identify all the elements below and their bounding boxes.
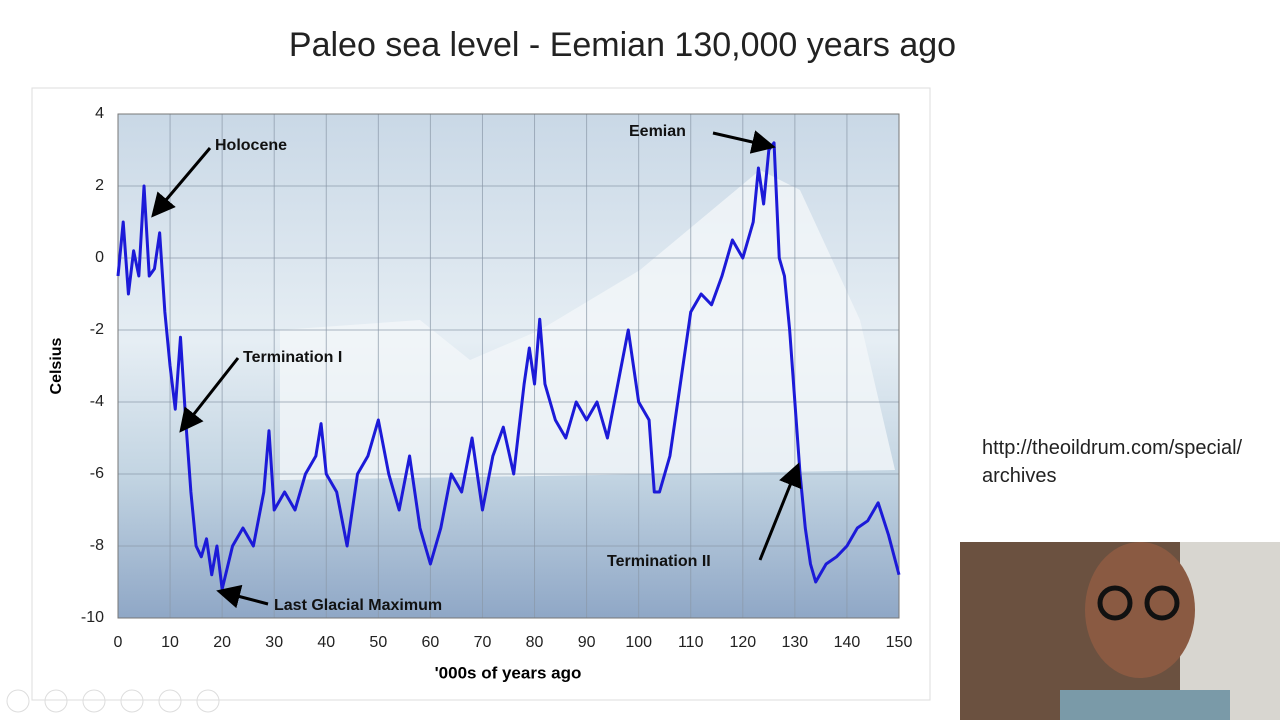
plot-border [117, 113, 900, 619]
x-tick-label: 120 [729, 634, 756, 651]
slide-title: Paleo sea level - Eemian 130,000 years a… [288, 26, 957, 64]
annotation-arrow [712, 130, 776, 154]
annotation-arrow [758, 462, 802, 561]
x-tick-label: 30 [265, 634, 283, 651]
annotation-arrow [179, 357, 240, 433]
nav-button[interactable] [44, 689, 68, 713]
annotation: Holocene [215, 137, 287, 154]
annotation-arrow [151, 147, 212, 218]
nav-button[interactable] [196, 689, 220, 713]
x-tick-label: 0 [114, 634, 123, 651]
nav-button[interactable] [158, 689, 182, 713]
x-tick-label: 90 [578, 634, 596, 651]
x-tick-label: 20 [213, 634, 231, 651]
x-tick-label: 70 [474, 634, 492, 651]
annotation: Eemian [629, 123, 686, 140]
annotation-arrow [216, 584, 269, 609]
nav-button[interactable] [82, 689, 106, 713]
x-tick-label: 40 [317, 634, 335, 651]
y-tick-label: -4 [90, 393, 104, 410]
webcam [960, 542, 1280, 720]
annotation: Last Glacial Maximum [274, 597, 442, 614]
y-tick-label: -8 [90, 537, 104, 554]
x-tick-label: 60 [422, 634, 440, 651]
source-note: http://theoildrum.com/special/archives [982, 437, 1243, 487]
x-tick-label: 110 [678, 634, 704, 651]
x-tick-label: 150 [886, 634, 913, 651]
x-tick-label: 100 [625, 634, 652, 651]
y-tick-label: 4 [95, 105, 104, 122]
x-axis-label: '000s of years ago [435, 663, 582, 682]
slide-controls[interactable] [6, 689, 220, 713]
x-tick-label: 80 [526, 634, 544, 651]
annotation: Termination II [607, 553, 711, 570]
annotation: Termination I [243, 349, 342, 366]
x-tick-label: 50 [369, 634, 387, 651]
x-tick-label: 10 [161, 634, 179, 651]
y-tick-label: 2 [95, 177, 104, 194]
x-tick-label: 130 [782, 634, 809, 651]
y-axis-label: Celsius [48, 337, 65, 394]
y-tick-label: 0 [95, 249, 104, 266]
y-tick-label: -6 [90, 465, 104, 482]
x-tick-label: 140 [834, 634, 861, 651]
nav-button[interactable] [120, 689, 144, 713]
y-tick-label: -2 [90, 321, 104, 338]
y-tick-label: -10 [81, 609, 104, 626]
nav-button[interactable] [6, 689, 30, 713]
